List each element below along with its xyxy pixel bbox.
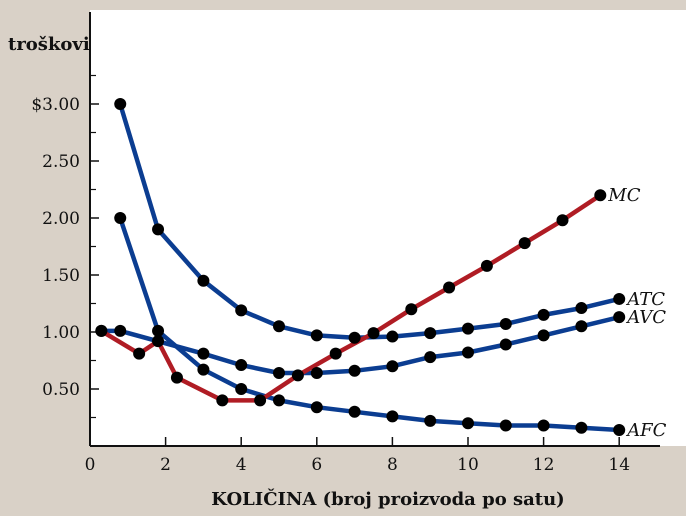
mc-point	[480, 259, 493, 272]
atc-point	[197, 274, 210, 287]
mc-point	[594, 189, 607, 202]
afc-point	[235, 383, 248, 395]
mc-point	[95, 324, 108, 337]
mc-point	[254, 394, 267, 407]
y-tick-label: 0.50	[42, 380, 80, 400]
afc-point	[537, 419, 550, 432]
afc-label: AFC	[625, 420, 666, 441]
avc-point	[310, 367, 323, 380]
afc-point	[575, 421, 588, 434]
mc-point	[405, 303, 418, 316]
avc-label: AVC	[625, 307, 666, 328]
y-tick-label: 1.50	[42, 266, 80, 286]
tick-labels: 0.50 1.00 1.50 2.00 2.50 $3.00 0 2 4 6 8 10 12 14	[31, 95, 630, 475]
atc-point	[273, 320, 285, 333]
afc-point	[348, 405, 361, 418]
afc-point	[613, 424, 626, 437]
mc-point	[518, 237, 531, 250]
atc-point	[114, 98, 127, 110]
avc-point	[462, 346, 474, 359]
afc-point	[499, 419, 512, 432]
afc-point	[114, 212, 127, 224]
x-tick-label: 4	[236, 455, 247, 475]
avc-point	[499, 338, 512, 351]
avc-point	[235, 359, 248, 372]
mc-point	[133, 347, 146, 360]
x-tick-label: 6	[311, 455, 322, 475]
atc-point	[386, 330, 399, 343]
avc-point	[197, 347, 210, 360]
mc-point	[556, 214, 569, 227]
atc-point	[235, 304, 248, 317]
mc-point	[291, 369, 304, 382]
afc-line	[117, 215, 622, 433]
x-tick-label: 12	[533, 455, 555, 475]
x-tick-label: 8	[387, 455, 398, 475]
mc-label: MC	[607, 185, 640, 206]
avc-line	[99, 314, 622, 376]
avc-point	[273, 367, 285, 380]
afc-point	[152, 324, 165, 337]
mc-point	[216, 394, 229, 407]
atc-point	[348, 331, 361, 344]
afc-point	[462, 417, 474, 430]
y-tick-label: $3.00	[31, 95, 80, 115]
avc-point	[537, 329, 550, 342]
avc-point	[114, 324, 127, 337]
atc-label: ATC	[625, 289, 665, 310]
atc-point	[499, 318, 512, 331]
mc-point	[329, 347, 342, 360]
atc-point	[424, 327, 437, 340]
atc-point	[462, 322, 474, 335]
mc-point	[443, 281, 456, 294]
y-axis-title: troškovi	[8, 34, 90, 55]
atc-point	[310, 329, 323, 342]
avc-point	[348, 364, 361, 377]
series-points	[95, 98, 626, 437]
avc-point	[575, 320, 588, 333]
x-tick-label: 0	[85, 455, 96, 475]
afc-point	[197, 363, 210, 376]
afc-point	[273, 394, 285, 407]
x-axis-title: KOLIČINA (broj proizvoda po satu)	[211, 487, 564, 510]
mc-point	[152, 335, 165, 348]
atc-point	[537, 308, 550, 321]
y-tick-label: 1.00	[42, 323, 80, 343]
atc-point	[613, 292, 626, 305]
avc-point	[386, 360, 399, 373]
mc-point	[367, 327, 380, 340]
y-tick-label: 2.00	[42, 209, 80, 229]
afc-point	[310, 401, 323, 414]
afc-point	[386, 410, 399, 423]
atc-point	[152, 223, 165, 236]
y-tick-label: 2.50	[42, 152, 80, 172]
avc-point	[424, 351, 437, 364]
atc-point	[575, 302, 588, 315]
x-tick-label: 14	[608, 455, 630, 475]
avc-point	[613, 311, 626, 324]
mc-point	[170, 371, 183, 384]
x-tick-label: 2	[160, 455, 171, 475]
plot-area	[90, 10, 686, 446]
x-tick-label: 10	[457, 455, 479, 475]
afc-point	[424, 414, 437, 427]
